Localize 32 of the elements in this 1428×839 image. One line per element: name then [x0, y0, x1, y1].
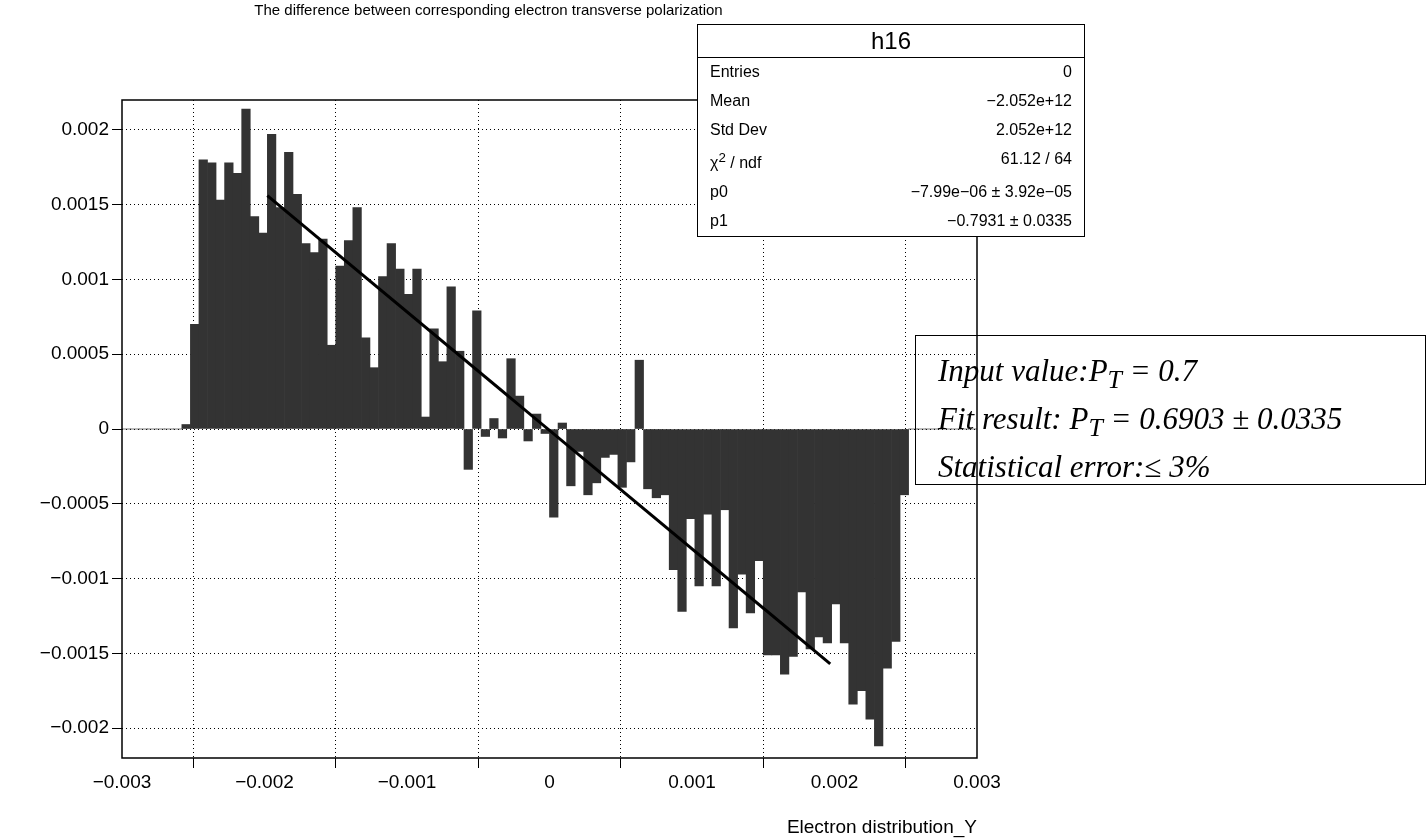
x-axis-title: Electron distribution_Y: [786, 815, 978, 838]
annotation: Mean: [710, 92, 751, 110]
x-tick-label: −0.002: [235, 770, 294, 792]
x-tick-label: 0.002: [810, 770, 859, 792]
text: h16: [698, 25, 1084, 58]
text: 2.052e+12: [995, 121, 1072, 139]
y-tick-label: 0.0005: [50, 342, 109, 364]
annotation: p1: [710, 212, 728, 231]
text: Entries: [710, 63, 760, 81]
text: 0: [1063, 63, 1072, 81]
annotation: Fit result: P$_{T}$ = 0.6903 ± 0.0335: [938, 400, 1344, 445]
annotation: p0: [710, 183, 728, 202]
annotation: −0.7931 ± 0.0335: [947, 212, 1072, 231]
annotation: Std Dev: [710, 121, 767, 139]
y-tick-label: −0.0005: [39, 492, 109, 514]
text: 61.12 / 64: [1000, 150, 1072, 169]
y-tick-label: −0.002: [50, 716, 109, 738]
y-tick-label: −0.0015: [39, 641, 109, 663]
x-tick-label: −0.001: [377, 770, 437, 792]
x-tick-label: −0.003: [92, 770, 152, 792]
y-tick-label: 0.0015: [50, 192, 109, 214]
y-tick-label: 0.002: [61, 118, 109, 140]
x-tick-label: 0.001: [668, 770, 716, 792]
y-tick-label: 0.001: [61, 267, 109, 289]
annotation: χ$^{2}$ / ndf: [710, 150, 762, 173]
text: −2.052e+12: [986, 92, 1072, 110]
annotation: −7.99e−06 ± 3.92e−05: [910, 183, 1072, 202]
y-tick-label: −0.001: [50, 566, 109, 588]
y-tick-label: 0: [98, 417, 109, 439]
chart-title: The difference between corresponding electron transverse polarization: [254, 1, 723, 19]
x-tick-label: 0.003: [953, 770, 1001, 792]
x-tick-label: 0: [544, 770, 555, 792]
